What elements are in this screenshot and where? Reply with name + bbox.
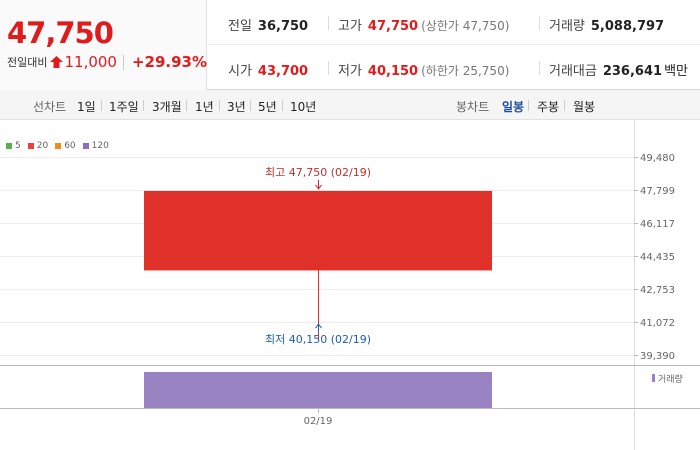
legend-item: 5 xyxy=(6,141,21,151)
stats-row-2: 시가 43,700 저가 40,150 (하한가 25,750) 거래대금 236,64… xyxy=(208,45,700,90)
legend-item: 20 xyxy=(27,141,49,151)
stat-label: 거래대금 xyxy=(549,64,597,79)
stat-value: 43,700 xyxy=(257,64,309,79)
legend-swatch xyxy=(82,143,89,149)
stats-row-1: 전일 36,750 고가 47,750 (상한가 47,750) 거래량 5,088,7… xyxy=(208,0,700,45)
divider xyxy=(219,100,220,111)
stat-sub: (상한가 47,750) xyxy=(421,19,510,33)
y-tick-label: 46,117 xyxy=(640,219,675,230)
legend-swatch xyxy=(6,143,12,149)
volume-legend-label: 거래량 xyxy=(658,373,683,385)
candle-chart-label: 봉차트 xyxy=(456,100,490,114)
change-label: 전일대비 xyxy=(7,56,48,69)
line-period-tab[interactable]: 3개월 xyxy=(152,100,182,114)
divider xyxy=(101,100,102,111)
stat-high: 고가 47,750 (상한가 47,750) xyxy=(338,15,509,34)
ma-legend: 5 20 60 120 xyxy=(6,141,109,151)
stat-label: 고가 xyxy=(338,19,362,34)
change-percent: +29.93% xyxy=(131,53,208,71)
divider xyxy=(328,61,329,75)
y-tick-label: 39,390 xyxy=(640,351,675,362)
stat-volume: 거래량 5,088,797 xyxy=(549,15,664,34)
legend-item: 60 xyxy=(55,141,76,151)
stat-value: 36,750 xyxy=(257,19,309,34)
legend-label: 5 xyxy=(15,141,21,151)
candle-chart: 49,480 47,799 46,117 44,435 42,753 41,072 39,3… xyxy=(0,120,700,450)
divider xyxy=(186,100,187,111)
candle-period-tab[interactable]: 월봉 xyxy=(573,100,596,114)
divider xyxy=(122,54,124,70)
chart-toolbar: 선차트 봉차트 1일 1주일 3개월 1년 3년 5년 10년 일봉 주봉 월봉 xyxy=(0,90,700,120)
stat-value: 5,088,797 xyxy=(590,19,665,34)
divider xyxy=(250,100,251,111)
line-period-tab[interactable]: 1일 xyxy=(77,100,96,114)
stat-label: 전일 xyxy=(228,19,252,34)
legend-item: 120 xyxy=(82,141,109,151)
low-annotation: 최저 40,150 (02/19) xyxy=(265,333,371,346)
divider xyxy=(528,100,529,111)
stat-sub: (하한가 25,750) xyxy=(421,64,510,78)
candle-period-tab[interactable]: 주봉 xyxy=(537,100,560,114)
y-tick-label: 44,435 xyxy=(640,252,675,263)
high-annotation: 최고 47,750 (02/19) xyxy=(265,166,371,179)
divider xyxy=(143,100,144,111)
divider xyxy=(328,16,329,30)
divider xyxy=(282,100,283,111)
stat-value: 236,641 xyxy=(602,64,663,79)
down-arrow-icon xyxy=(315,184,322,190)
legend-swatch xyxy=(55,143,62,149)
y-tick-label: 49,480 xyxy=(640,153,675,164)
x-tick-label: 02/19 xyxy=(304,416,333,427)
volume-legend-swatch xyxy=(652,374,655,382)
stat-low: 저가 40,150 (하한가 25,750) xyxy=(338,60,509,79)
stat-amount: 거래대금 236,641 백만 xyxy=(549,60,688,79)
candle-period-tab[interactable]: 일봉 xyxy=(502,100,525,114)
line-chart-label: 선차트 xyxy=(33,100,67,114)
candle-body xyxy=(144,190,492,271)
legend-label: 20 xyxy=(36,141,49,151)
y-tick-label: 47,799 xyxy=(640,186,675,197)
stat-prev-close: 전일 36,750 xyxy=(228,15,308,34)
line-period-tab[interactable]: 3년 xyxy=(227,100,246,114)
divider xyxy=(539,61,540,75)
quote-stats: 전일 36,750 고가 47,750 (상한가 47,750) 거래량 5,088,7… xyxy=(208,0,700,90)
price-change: 전일대비 11,000 +29.93% xyxy=(7,53,207,71)
change-value: 11,000 xyxy=(64,53,117,71)
stat-value: 40,150 xyxy=(367,64,419,79)
legend-label: 120 xyxy=(91,141,109,151)
price-summary: 47,750 전일대비 11,000 +29.93% xyxy=(0,0,207,90)
divider xyxy=(564,100,565,111)
stat-label: 시가 xyxy=(228,64,252,79)
line-period-tab[interactable]: 1년 xyxy=(195,100,214,114)
line-period-tab[interactable]: 10년 xyxy=(290,100,317,114)
quote-header: 47,750 전일대비 11,000 +29.93% 전일 36,750 고가 47… xyxy=(0,0,700,90)
y-tick-label: 41,072 xyxy=(640,318,675,329)
legend-label: 60 xyxy=(64,141,76,151)
stat-value: 47,750 xyxy=(367,19,419,34)
stat-open: 시가 43,700 xyxy=(228,60,308,79)
up-arrow-icon xyxy=(315,323,322,329)
y-tick-label: 42,753 xyxy=(640,285,675,296)
line-period-tab[interactable]: 5년 xyxy=(258,100,277,114)
divider xyxy=(539,16,540,30)
stat-unit: 백만 xyxy=(664,64,688,79)
stat-label: 저가 xyxy=(338,64,362,79)
divider xyxy=(208,44,700,45)
up-arrow-icon xyxy=(50,56,64,68)
stat-label: 거래량 xyxy=(549,19,585,34)
line-period-tab[interactable]: 1주일 xyxy=(109,100,139,114)
volume-bar xyxy=(144,372,492,408)
legend-swatch xyxy=(27,143,34,149)
current-price: 47,750 xyxy=(7,16,114,50)
